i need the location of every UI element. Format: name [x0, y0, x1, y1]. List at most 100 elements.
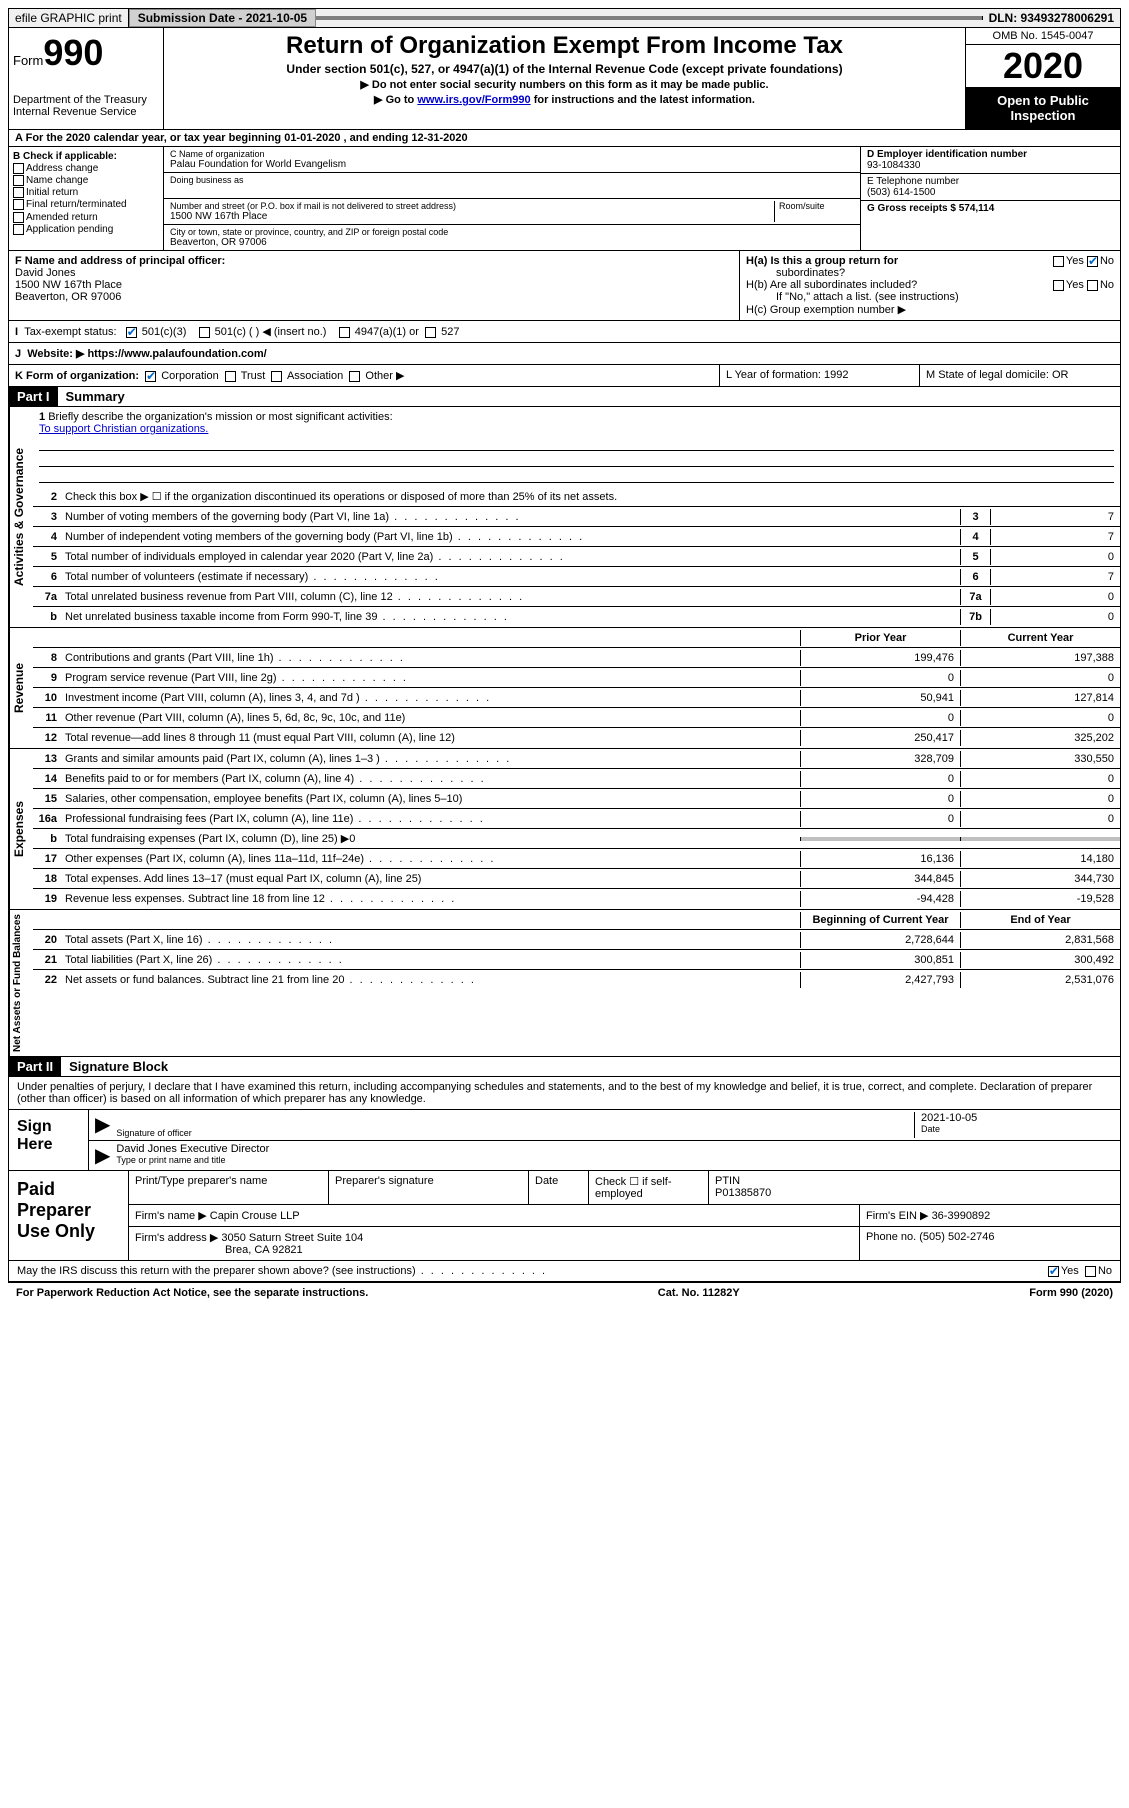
- revenue-section: Revenue Prior YearCurrent Year 8Contribu…: [8, 628, 1121, 749]
- cb-address-change[interactable]: [13, 163, 24, 174]
- tab-expenses: Expenses: [9, 749, 33, 909]
- form-title: Return of Organization Exempt From Incom…: [168, 32, 961, 60]
- dln: DLN: 93493278006291: [983, 9, 1120, 27]
- addr-label: Number and street (or P.O. box if mail i…: [170, 201, 774, 211]
- section-a: A For the 2020 calendar year, or tax yea…: [8, 130, 1121, 147]
- cb-501c3[interactable]: [126, 327, 137, 338]
- efile-label: efile GRAPHIC print: [9, 9, 129, 27]
- cb-trust[interactable]: [225, 371, 236, 382]
- hdr-beg: Beginning of Current Year: [800, 912, 960, 928]
- cb-501c[interactable]: [199, 327, 210, 338]
- hdr-curr: Current Year: [960, 630, 1120, 646]
- arrow-icon: ▶: [95, 1143, 110, 1168]
- tax-year: 2020: [966, 45, 1120, 87]
- submission-date-button[interactable]: Submission Date - 2021-10-05: [129, 9, 316, 27]
- c-name-label: C Name of organization: [170, 149, 854, 159]
- cb-app-pending[interactable]: [13, 224, 24, 235]
- form-number: 990: [43, 32, 103, 73]
- part2-header: Part II Signature Block: [8, 1057, 1121, 1077]
- cb-discuss-no[interactable]: [1085, 1266, 1096, 1277]
- sign-here-label: Sign Here: [9, 1110, 89, 1170]
- section-m: M State of legal domicile: OR: [920, 365, 1120, 386]
- section-h: H(a) Is this a group return for Yes No s…: [740, 251, 1120, 320]
- hdr-prior: Prior Year: [800, 630, 960, 646]
- cb-hb-yes[interactable]: [1053, 280, 1064, 291]
- val-7a: 0: [990, 589, 1120, 605]
- officer-addr2: Beaverton, OR 97006: [15, 291, 733, 303]
- val-3: 7: [990, 509, 1120, 525]
- paperwork-notice: For Paperwork Reduction Act Notice, see …: [16, 1287, 368, 1299]
- cb-discuss-yes[interactable]: [1048, 1266, 1059, 1277]
- val-6: 7: [990, 569, 1120, 585]
- paid-preparer-label: Paid Preparer Use Only: [9, 1171, 129, 1260]
- tab-governance: Activities & Governance: [9, 407, 33, 627]
- officer-addr1: 1500 NW 167th Place: [15, 279, 733, 291]
- cat-no: Cat. No. 11282Y: [658, 1287, 740, 1299]
- row-j: J Website: ▶ https://www.palaufoundation…: [8, 343, 1121, 365]
- col-b: B Check if applicable: Address change Na…: [9, 147, 164, 250]
- dept-treasury: Department of the Treasury: [13, 94, 159, 106]
- row-i: I Tax-exempt status: 501(c)(3) 501(c) ( …: [8, 321, 1121, 343]
- cb-ha-no[interactable]: [1087, 256, 1098, 267]
- part2-title: Signature Block: [61, 1057, 176, 1076]
- arrow-icon: ▶: [95, 1112, 110, 1138]
- part2-label: Part II: [9, 1057, 61, 1076]
- city-state-zip: Beaverton, OR 97006: [170, 237, 854, 248]
- b-label: B Check if applicable:: [13, 151, 159, 162]
- cb-amended[interactable]: [13, 212, 24, 223]
- cb-ha-yes[interactable]: [1053, 256, 1064, 267]
- row-fh: F Name and address of principal officer:…: [8, 251, 1121, 321]
- form-prefix: Form: [13, 53, 43, 68]
- part1-label: Part I: [9, 387, 58, 406]
- cb-4947a1[interactable]: [339, 327, 350, 338]
- cb-assoc[interactable]: [271, 371, 282, 382]
- form-subtitle: Under section 501(c), 527, or 4947(a)(1)…: [168, 62, 961, 76]
- street-address: 1500 NW 167th Place: [170, 211, 774, 222]
- perjury-text: Under penalties of perjury, I declare th…: [9, 1077, 1120, 1109]
- section-k: K Form of organization: Corporation Trus…: [9, 365, 720, 386]
- activities-governance: Activities & Governance 1 Briefly descri…: [8, 407, 1121, 628]
- section-l: L Year of formation: 1992: [720, 365, 920, 386]
- note-link: ▶ Go to www.irs.gov/Form990 for instruct…: [168, 93, 961, 106]
- cb-final-return[interactable]: [13, 199, 24, 210]
- expenses-section: Expenses 13Grants and similar amounts pa…: [8, 749, 1121, 910]
- val-7b: 0: [990, 609, 1120, 625]
- hdr-end: End of Year: [960, 912, 1120, 928]
- omb: OMB No. 1545-0047: [966, 28, 1120, 45]
- signature-block: Under penalties of perjury, I declare th…: [8, 1077, 1121, 1261]
- row-klm: K Form of organization: Corporation Trus…: [8, 365, 1121, 387]
- top-spacer: [316, 16, 982, 20]
- org-name: Palau Foundation for World Evangelism: [170, 159, 854, 170]
- section-bcd: B Check if applicable: Address change Na…: [8, 147, 1121, 251]
- note-ssn: ▶ Do not enter social security numbers o…: [168, 78, 961, 91]
- form-header: Form990 Department of the Treasury Inter…: [8, 28, 1121, 130]
- mission-text[interactable]: To support Christian organizations.: [39, 423, 208, 435]
- cb-initial-return[interactable]: [13, 187, 24, 198]
- header-left: Form990 Department of the Treasury Inter…: [9, 28, 164, 129]
- room-label: Room/suite: [779, 201, 854, 211]
- cb-name-change[interactable]: [13, 175, 24, 186]
- website-url: Website: ▶ https://www.palaufoundation.c…: [27, 348, 266, 360]
- cb-other[interactable]: [349, 371, 360, 382]
- public-inspection: Open to Public Inspection: [966, 87, 1120, 129]
- telephone: (503) 614-1500: [867, 187, 1114, 198]
- net-assets-section: Net Assets or Fund Balances Beginning of…: [8, 910, 1121, 1057]
- tab-revenue: Revenue: [9, 628, 33, 748]
- header-mid: Return of Organization Exempt From Incom…: [164, 28, 965, 129]
- d-label: D Employer identification number: [867, 149, 1114, 160]
- e-label: E Telephone number: [867, 176, 1114, 187]
- dba-label: Doing business as: [170, 175, 854, 185]
- top-bar: efile GRAPHIC print Submission Date - 20…: [8, 8, 1121, 28]
- val-5: 0: [990, 549, 1120, 565]
- cb-corp[interactable]: [145, 371, 156, 382]
- col-c: C Name of organization Palau Foundation …: [164, 147, 860, 250]
- irs-link[interactable]: www.irs.gov/Form990: [417, 94, 530, 106]
- cb-hb-no[interactable]: [1087, 280, 1098, 291]
- header-right: OMB No. 1545-0047 2020 Open to Public In…: [965, 28, 1120, 129]
- col-d: D Employer identification number 93-1084…: [860, 147, 1120, 250]
- city-label: City or town, state or province, country…: [170, 227, 854, 237]
- section-f: F Name and address of principal officer:…: [9, 251, 740, 320]
- form-ref: Form 990 (2020): [1029, 1287, 1113, 1299]
- val-4: 7: [990, 529, 1120, 545]
- cb-527[interactable]: [425, 327, 436, 338]
